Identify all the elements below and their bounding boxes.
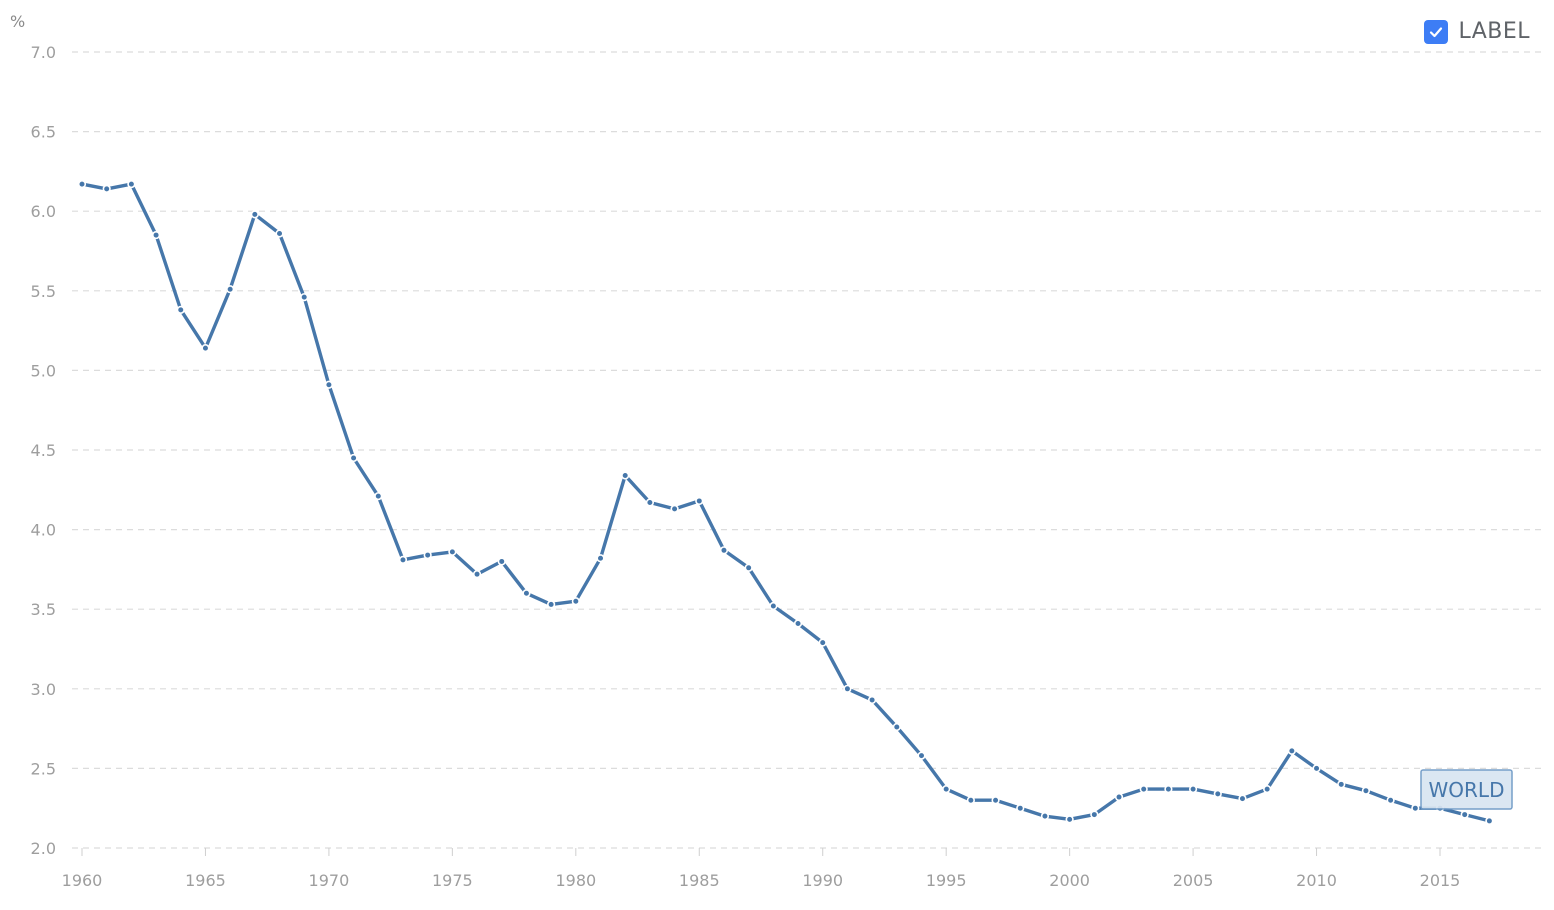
data-point[interactable] xyxy=(1263,784,1272,794)
data-point[interactable] xyxy=(151,230,161,240)
data-point[interactable] xyxy=(77,180,87,189)
data-point[interactable] xyxy=(695,496,704,506)
data-point[interactable] xyxy=(917,751,926,760)
data-point[interactable] xyxy=(300,293,309,302)
x-tick-label: 1980 xyxy=(555,871,596,890)
x-tick-label: 2010 xyxy=(1296,871,1337,890)
data-point[interactable] xyxy=(522,589,531,598)
data-point[interactable] xyxy=(423,550,432,560)
y-tick-label: 2.0 xyxy=(31,839,56,858)
data-point[interactable] xyxy=(1016,804,1025,813)
x-tick-label: 1960 xyxy=(62,871,103,890)
x-tick-label: 1965 xyxy=(185,871,226,890)
data-point[interactable] xyxy=(1337,780,1346,789)
x-tick-label: 1985 xyxy=(679,871,720,890)
data-point[interactable] xyxy=(1460,810,1469,819)
x-tick-label: 2005 xyxy=(1173,871,1214,890)
data-point[interactable] xyxy=(102,184,111,194)
x-tick-label: 1975 xyxy=(432,871,473,890)
y-tick-label: 6.5 xyxy=(31,123,56,142)
series-name-tag-box xyxy=(1420,769,1513,810)
data-point[interactable] xyxy=(670,504,679,514)
data-point[interactable] xyxy=(497,557,506,566)
data-point[interactable] xyxy=(991,796,1000,805)
data-point[interactable] xyxy=(1287,746,1296,755)
data-point[interactable] xyxy=(201,344,210,353)
y-axis-ticks: 2.0 2.5 3.0 3.5 4.0 4.5 5.0 5.5 6.0 6.5 7.0 xyxy=(31,43,56,858)
grid-lines xyxy=(72,51,1541,849)
data-point[interactable] xyxy=(645,498,654,507)
y-tick-label: 6.0 xyxy=(31,202,56,221)
data-point[interactable] xyxy=(818,638,827,647)
y-tick-label: 3.0 xyxy=(31,680,56,699)
data-point[interactable] xyxy=(1411,804,1420,813)
data-point[interactable] xyxy=(374,492,383,501)
data-point[interactable] xyxy=(1361,786,1371,795)
data-point[interactable] xyxy=(719,546,729,555)
y-tick-label: 3.5 xyxy=(31,600,56,619)
data-point[interactable] xyxy=(966,796,975,805)
data-point[interactable] xyxy=(472,570,482,579)
data-point[interactable] xyxy=(448,547,457,556)
data-point[interactable] xyxy=(1188,784,1198,794)
data-point[interactable] xyxy=(1386,796,1395,805)
data-point[interactable] xyxy=(843,684,852,693)
check-icon xyxy=(1430,26,1443,37)
data-point[interactable] xyxy=(349,453,358,463)
data-point[interactable] xyxy=(868,695,877,705)
x-tick-label: 2000 xyxy=(1049,871,1090,890)
data-point[interactable] xyxy=(324,380,334,389)
y-tick-label: 5.0 xyxy=(31,361,56,380)
data-point[interactable] xyxy=(1065,815,1074,824)
data-point[interactable] xyxy=(1238,794,1247,803)
x-tick-label: 1990 xyxy=(802,871,843,890)
y-tick-label: 2.5 xyxy=(31,759,56,778)
label-checkbox[interactable] xyxy=(1424,19,1449,44)
series-points-world xyxy=(77,180,1494,826)
x-tick-label: 1995 xyxy=(926,871,967,890)
data-point[interactable] xyxy=(769,601,778,611)
data-point[interactable] xyxy=(1114,792,1124,802)
data-point[interactable] xyxy=(1213,789,1222,798)
data-point[interactable] xyxy=(398,555,408,564)
y-tick-label: 4.0 xyxy=(31,521,56,540)
data-point[interactable] xyxy=(1040,812,1050,821)
data-point[interactable] xyxy=(250,210,259,219)
data-point[interactable] xyxy=(1139,784,1148,794)
y-tick-label: 5.5 xyxy=(31,282,56,301)
x-tick-label: 2015 xyxy=(1420,871,1461,890)
data-point[interactable] xyxy=(621,471,630,480)
data-point[interactable] xyxy=(127,180,136,189)
y-axis-unit-label: % xyxy=(10,12,25,31)
data-point[interactable] xyxy=(176,305,185,315)
data-point[interactable] xyxy=(793,619,803,628)
y-tick-label: 7.0 xyxy=(31,43,56,62)
series-line-world[interactable] xyxy=(80,182,1492,823)
data-point[interactable] xyxy=(596,554,605,563)
series-name-tag-text: WORLD xyxy=(1429,778,1505,802)
y-tick-label: 4.5 xyxy=(31,441,56,460)
data-point[interactable] xyxy=(1164,784,1173,794)
data-point[interactable] xyxy=(942,784,951,794)
data-point[interactable] xyxy=(571,597,580,606)
label-toggle-text: LABEL xyxy=(1458,19,1530,44)
x-tick-label: 1970 xyxy=(309,871,350,890)
data-point[interactable] xyxy=(226,285,235,294)
label-toggle[interactable]: LABEL xyxy=(1424,19,1530,44)
data-point[interactable] xyxy=(1312,764,1321,773)
x-axis-ticks: 1960 1965 1970 1975 1980 1985 1990 1995 2000 2005… xyxy=(62,848,1461,890)
data-point[interactable] xyxy=(1090,810,1099,819)
data-point[interactable] xyxy=(1485,816,1494,826)
data-point[interactable] xyxy=(892,722,901,732)
series-name-tag[interactable]: WORLD xyxy=(1420,769,1513,810)
data-point[interactable] xyxy=(547,600,556,609)
data-point[interactable] xyxy=(744,563,753,572)
data-point[interactable] xyxy=(275,229,284,238)
